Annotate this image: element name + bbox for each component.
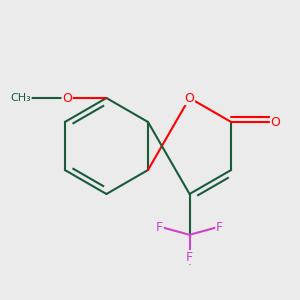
Text: O: O (62, 92, 72, 104)
Text: F: F (216, 221, 223, 234)
Text: CH₃: CH₃ (10, 93, 31, 103)
Text: F: F (186, 250, 193, 264)
Text: F: F (156, 221, 163, 234)
Text: O: O (184, 92, 194, 104)
Text: O: O (271, 116, 281, 128)
